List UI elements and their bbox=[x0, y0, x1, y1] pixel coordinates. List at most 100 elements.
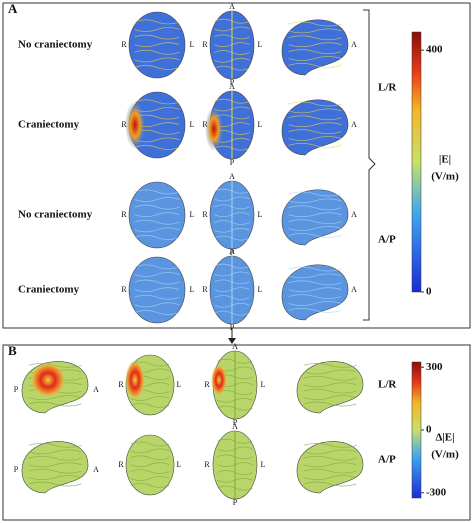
brain-texture bbox=[130, 462, 170, 468]
orientation-label: P bbox=[14, 465, 19, 474]
brain-texture bbox=[134, 264, 180, 270]
orientation-label: L bbox=[190, 285, 195, 294]
orientation-label: L bbox=[190, 210, 195, 219]
brain-texture bbox=[28, 462, 82, 468]
orientation-label: P bbox=[233, 418, 238, 427]
orientation-label: A bbox=[232, 422, 238, 431]
panel-label: B bbox=[8, 343, 17, 358]
brain-texture bbox=[134, 49, 180, 55]
brain-texture bbox=[288, 233, 342, 238]
brain-texture bbox=[303, 395, 357, 400]
brain-texture bbox=[130, 441, 170, 447]
brain-texture bbox=[288, 28, 342, 34]
brain-texture bbox=[288, 101, 342, 107]
brain-texture bbox=[303, 401, 357, 407]
brain-texture bbox=[288, 108, 342, 114]
orientation-label: A bbox=[229, 172, 235, 181]
brain-texture bbox=[303, 375, 357, 381]
brain-sagittal bbox=[281, 189, 349, 246]
brain-texture bbox=[303, 443, 357, 448]
orientation-label: R bbox=[202, 210, 208, 219]
row-label: Craniectomy bbox=[18, 119, 80, 131]
colorbar-tick-label: 0 bbox=[426, 424, 432, 436]
brain-texture bbox=[134, 99, 180, 105]
brain-texture bbox=[134, 189, 180, 195]
brain-texture bbox=[134, 219, 180, 225]
brain-texture bbox=[28, 401, 82, 407]
orientation-label: A bbox=[229, 247, 235, 256]
orientation-label: A bbox=[351, 285, 357, 294]
colorbar bbox=[411, 31, 422, 293]
brain-texture bbox=[288, 63, 342, 68]
brain-texture bbox=[28, 449, 82, 455]
brain-texture bbox=[303, 468, 357, 474]
brain-texture bbox=[130, 469, 170, 474]
brain-texture bbox=[28, 455, 82, 461]
brain-texture bbox=[130, 396, 170, 401]
colorbar-title: |E| bbox=[439, 154, 451, 166]
craniectomy-hotspot bbox=[125, 101, 145, 149]
brain-texture bbox=[134, 19, 180, 25]
orientation-label: L bbox=[177, 380, 182, 389]
brain-texture bbox=[134, 212, 180, 218]
difference-hotspot bbox=[30, 362, 66, 398]
brain-texture bbox=[134, 42, 180, 48]
orientation-label: R bbox=[204, 380, 210, 389]
brain-texture bbox=[288, 205, 342, 211]
orientation-label: P bbox=[230, 78, 235, 87]
orientation-label: L bbox=[261, 380, 266, 389]
brain-texture bbox=[28, 443, 82, 448]
orientation-label: A bbox=[351, 40, 357, 49]
brain-texture bbox=[130, 448, 170, 454]
brain-texture bbox=[288, 266, 342, 272]
brain-texture bbox=[134, 302, 180, 308]
orientation-label: R bbox=[121, 40, 127, 49]
brain-texture bbox=[288, 273, 342, 279]
group-label: A/P bbox=[378, 454, 396, 466]
orientation-label: R bbox=[204, 460, 210, 469]
brain-texture bbox=[134, 145, 180, 150]
brain-sagittal bbox=[281, 19, 349, 76]
brain-texture bbox=[130, 476, 170, 481]
arrow-head bbox=[228, 338, 236, 344]
colorbar-title: Δ|E| bbox=[435, 432, 454, 444]
orientation-label: A bbox=[232, 342, 238, 351]
brain-texture bbox=[288, 226, 342, 231]
brain-texture bbox=[288, 294, 342, 299]
bracket bbox=[363, 9, 376, 321]
orientation-label: P bbox=[230, 158, 235, 167]
panel-label: A bbox=[8, 1, 18, 16]
group-label: A/P bbox=[378, 234, 396, 246]
row-label: No craniectomy bbox=[18, 39, 93, 51]
orientation-label: R bbox=[121, 285, 127, 294]
orientation-label: L bbox=[190, 40, 195, 49]
orientation-label: L bbox=[258, 210, 263, 219]
orientation-label: L bbox=[258, 40, 263, 49]
brain-texture bbox=[288, 136, 342, 141]
row-label: Craniectomy bbox=[18, 284, 80, 296]
brain-texture bbox=[134, 310, 180, 315]
brain-texture bbox=[288, 280, 342, 286]
brain-texture bbox=[288, 308, 342, 313]
orientation-label: A bbox=[93, 465, 99, 474]
orientation-label: P bbox=[230, 323, 235, 332]
colorbar-tick-label: 400 bbox=[426, 44, 443, 56]
group-label: L/R bbox=[378, 82, 397, 94]
orientation-label: R bbox=[121, 210, 127, 219]
brain-texture bbox=[288, 21, 342, 27]
orientation-label: A bbox=[351, 210, 357, 219]
brain-texture bbox=[134, 65, 180, 70]
brain-sagittal bbox=[281, 99, 349, 156]
orientation-label: L bbox=[190, 120, 195, 129]
difference-hotspot bbox=[125, 360, 145, 400]
brain-texture bbox=[134, 197, 180, 202]
brain-texture bbox=[303, 363, 357, 368]
difference-hotspot bbox=[211, 364, 227, 396]
brain-texture bbox=[288, 143, 342, 148]
orientation-label: A bbox=[229, 2, 235, 11]
brain-texture bbox=[288, 212, 342, 218]
brain-sagittal bbox=[281, 264, 349, 321]
orientation-label: R bbox=[118, 460, 124, 469]
brain-texture bbox=[134, 57, 180, 63]
brain-texture bbox=[134, 227, 180, 233]
